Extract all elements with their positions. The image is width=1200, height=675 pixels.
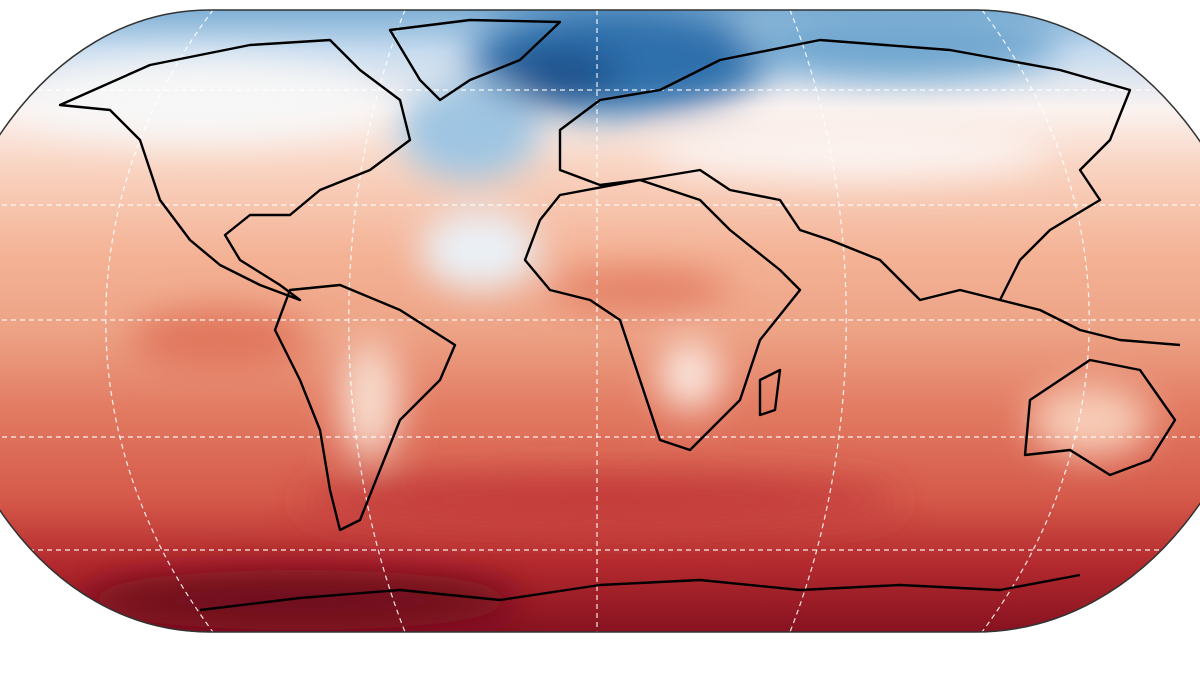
map-field xyxy=(0,10,1200,632)
map-border xyxy=(0,9,1200,633)
graticule xyxy=(0,10,1200,632)
coastlines xyxy=(58,18,1181,612)
